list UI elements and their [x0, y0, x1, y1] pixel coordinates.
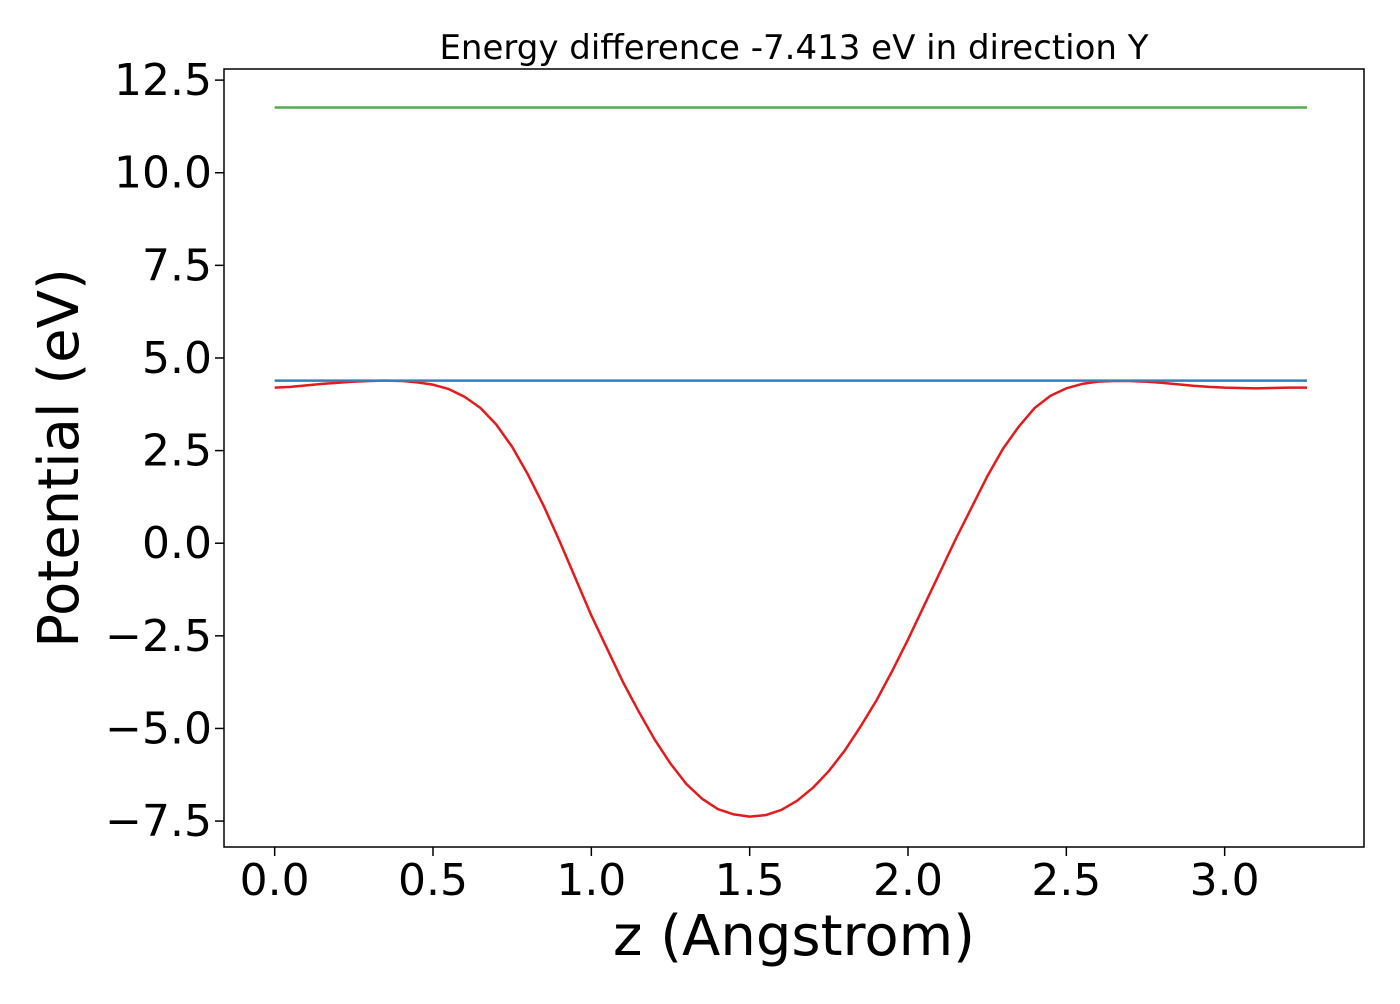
- y-tick-label: 2.5: [142, 426, 212, 477]
- chart-title: Energy difference -7.413 eV in direction…: [439, 28, 1148, 68]
- x-tick-label: 1.5: [715, 855, 785, 906]
- y-axis-label: Potential (eV): [27, 268, 92, 648]
- x-tick-label: 1.0: [556, 855, 626, 906]
- y-tick-label: −2.5: [105, 611, 212, 662]
- y-axis-ticks: 12.5 10.0 7.5 5.0 2.5 0.0 −2.5 −5.0 −7.5: [105, 55, 224, 847]
- x-tick-label: 3.0: [1190, 855, 1260, 906]
- plot-frame: [223, 68, 1365, 848]
- y-tick-label: −7.5: [105, 796, 212, 847]
- x-axis-label: z (Angstrom): [613, 904, 975, 969]
- x-tick-label: 0.5: [398, 855, 468, 906]
- x-tick-label: 0.0: [240, 855, 310, 906]
- plot-area: [224, 69, 1364, 847]
- y-tick-label: −5.0: [105, 703, 212, 754]
- y-tick-label: 7.5: [142, 240, 212, 291]
- x-axis-ticks: 0.0 0.5 1.0 1.5 2.0 2.5 3.0: [240, 847, 1260, 906]
- x-tick-label: 2.0: [873, 855, 943, 906]
- y-tick-label: 12.5: [114, 55, 212, 106]
- series-layer: [274, 106, 1307, 818]
- y-tick-label: 10.0: [114, 148, 212, 199]
- y-tick-label: 0.0: [142, 518, 212, 569]
- y-tick-label: 5.0: [142, 333, 212, 384]
- x-tick-label: 2.5: [1031, 855, 1101, 906]
